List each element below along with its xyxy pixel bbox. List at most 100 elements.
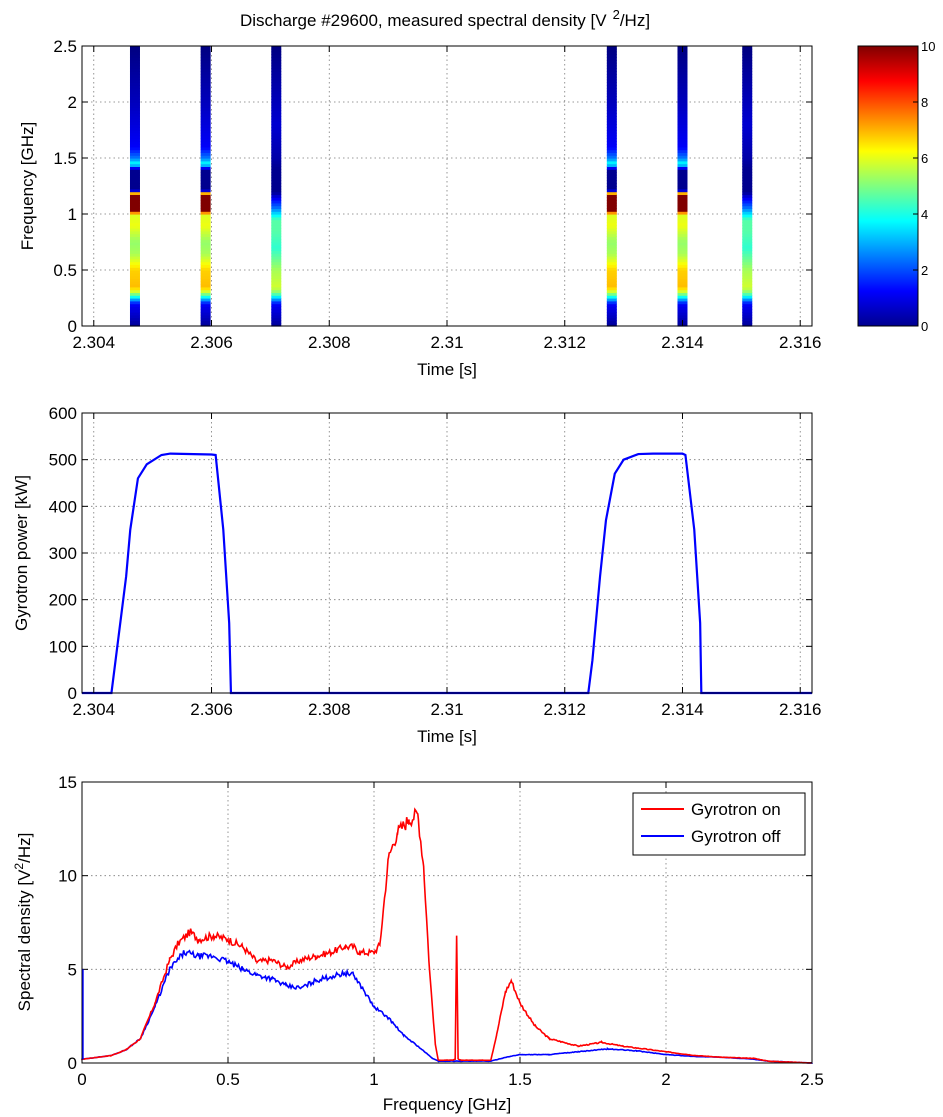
spectrogram-cell <box>200 214 211 218</box>
spectrogram-cell <box>742 191 753 195</box>
colorbar-tick-label: 2 <box>921 263 928 278</box>
spectrogram-cell <box>129 62 140 67</box>
spectrogram-cell <box>742 247 753 251</box>
spectrogram-cell <box>200 314 211 319</box>
legend-label-gyrotron-off: Gyrotron off <box>691 827 781 846</box>
spectrogram-cell <box>200 256 211 260</box>
spectrogram-cell <box>271 270 282 274</box>
spectrogram-cell <box>129 295 140 299</box>
spectrogram-cell <box>200 96 211 100</box>
spectrogram-cell <box>129 116 140 120</box>
spectrogram-cell <box>742 267 753 271</box>
spectrogram-cell <box>271 303 282 307</box>
spectrogram-cell <box>200 60 211 64</box>
spectrogram-cell <box>677 104 688 109</box>
power-y-tick-label: 100 <box>49 637 77 656</box>
spectrogram-cell <box>742 116 753 120</box>
spectrogram-cell <box>677 149 688 153</box>
spectrogram-cell <box>129 163 140 167</box>
spectrogram-cell <box>606 309 617 313</box>
spectrogram-cell <box>200 264 211 268</box>
spectrogram-cell <box>606 261 617 265</box>
spectrogram-cell <box>677 317 688 321</box>
spectrogram-cell <box>606 292 617 296</box>
spectrogram-cell <box>200 146 211 151</box>
spectrogram-cell <box>742 225 753 229</box>
spectrogram-cell <box>129 197 140 201</box>
spectrogram-cell <box>129 71 140 75</box>
spectrogram-cell <box>677 141 688 145</box>
spectrogram-cell <box>200 46 211 50</box>
power-panel: 2.304 2.306 2.308 2.31 2.312 2.314 2.316 0 100 20… <box>12 404 821 746</box>
spectrogram-cell <box>606 317 617 321</box>
spectrogram-cell <box>742 118 753 123</box>
spectrogram-cell <box>271 46 282 50</box>
spectrogram-cell <box>677 152 688 156</box>
spectrogram-cell <box>606 275 617 279</box>
spectrogram-cell <box>129 244 140 249</box>
spectrogram-cell <box>606 183 617 187</box>
spectrogram-cell <box>606 121 617 125</box>
spectrogram-cell <box>129 298 140 302</box>
spectrogram-cell <box>742 216 753 221</box>
spectrogram-cell <box>606 230 617 235</box>
spectrogram-cell <box>677 62 688 67</box>
spectrogram-cell <box>742 57 753 61</box>
spectrogram-cell <box>129 54 140 58</box>
spectrogram-cell <box>742 99 753 103</box>
spectrogram-cell <box>200 317 211 321</box>
time-slice-off <box>742 46 753 327</box>
spectrogram-cell <box>742 46 753 50</box>
spectrogram-cell <box>606 188 617 193</box>
spectrogram-cell <box>129 107 140 111</box>
spectrogram-cell <box>200 110 211 114</box>
spectrogram-cell <box>606 197 617 201</box>
spectrogram-cell <box>271 261 282 265</box>
spectrogram-cell <box>200 166 211 170</box>
spectrogram-cell <box>606 216 617 221</box>
time-slice-on <box>677 46 688 327</box>
colorbar-tick-label: 0 <box>921 319 928 334</box>
spectrogram-cell <box>742 295 753 299</box>
power-y-tick-label: 600 <box>49 404 77 423</box>
spectrogram-cell <box>742 233 753 237</box>
spectrogram-cell <box>271 132 282 137</box>
spectrogram-cell <box>606 93 617 97</box>
spectrogram-cell <box>271 158 282 162</box>
spectrogram-cell <box>742 132 753 137</box>
spectrogram-cell <box>271 48 282 53</box>
spectrum-y-tick-label: 0 <box>68 1054 77 1073</box>
spectrogram-cell <box>271 284 282 288</box>
spectrogram-cell <box>606 236 617 240</box>
spectrogram-cell <box>606 258 617 263</box>
spectrogram-cell <box>606 48 617 53</box>
spectrum-x-tick-label: 2.5 <box>800 1070 824 1089</box>
spectrogram-cell <box>271 79 282 83</box>
spectrogram-cell <box>606 54 617 58</box>
spectrogram-cell <box>677 208 688 212</box>
spectrogram-cell <box>200 71 211 75</box>
spectrogram-cell <box>200 135 211 139</box>
spectrogram-cell <box>606 214 617 218</box>
colorbar-tick-label: 8 <box>921 95 928 110</box>
spectrogram-cell <box>677 166 688 170</box>
spectrogram-cell <box>129 90 140 95</box>
spectrogram-cell <box>200 144 211 148</box>
power-x-tick-label: 2.306 <box>190 700 233 719</box>
spectrogram-cell <box>200 102 211 106</box>
power-y-tick-label: 500 <box>49 451 77 470</box>
spectrogram-cell <box>677 180 688 184</box>
spectrogram-cell <box>606 96 617 100</box>
spectrogram-cell <box>677 82 688 86</box>
spectrogram-cell <box>271 298 282 302</box>
spectrogram-cell <box>271 85 282 89</box>
spectrogram-y-tick-label: 1.5 <box>53 149 77 168</box>
spectrogram-cell <box>129 152 140 156</box>
spectrogram-cell <box>606 74 617 78</box>
spectrogram-cell <box>129 275 140 279</box>
spectrogram-cell <box>271 286 282 291</box>
spectrogram-cell <box>271 177 282 181</box>
spectrogram-cell <box>200 275 211 279</box>
spectrogram-cell <box>271 163 282 167</box>
spectrogram-cell <box>677 233 688 237</box>
